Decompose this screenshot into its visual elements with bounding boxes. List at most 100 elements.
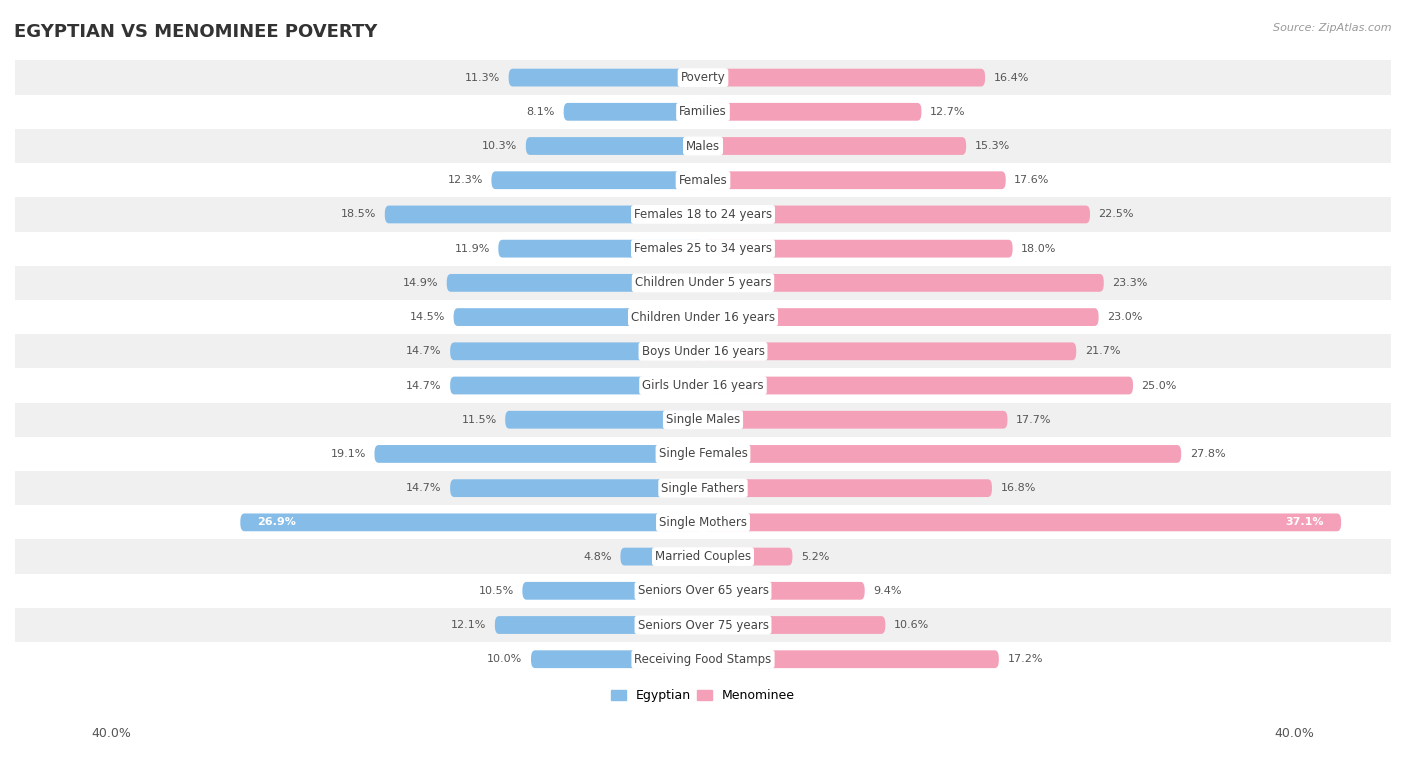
- FancyBboxPatch shape: [564, 103, 703, 121]
- Text: Females 18 to 24 years: Females 18 to 24 years: [634, 208, 772, 221]
- Bar: [15, 95, 1391, 129]
- Text: 17.7%: 17.7%: [1017, 415, 1052, 424]
- FancyBboxPatch shape: [492, 171, 703, 190]
- Bar: [15, 266, 1391, 300]
- Text: 14.9%: 14.9%: [402, 278, 439, 288]
- FancyBboxPatch shape: [509, 69, 703, 86]
- FancyBboxPatch shape: [374, 445, 703, 463]
- Text: Females 25 to 34 years: Females 25 to 34 years: [634, 242, 772, 255]
- FancyBboxPatch shape: [703, 582, 865, 600]
- Text: 37.1%: 37.1%: [1285, 518, 1324, 528]
- Text: 10.3%: 10.3%: [482, 141, 517, 151]
- FancyBboxPatch shape: [523, 582, 703, 600]
- FancyBboxPatch shape: [703, 377, 1133, 394]
- Text: 27.8%: 27.8%: [1189, 449, 1226, 459]
- Bar: [15, 540, 1391, 574]
- Bar: [15, 334, 1391, 368]
- Text: 14.5%: 14.5%: [409, 312, 446, 322]
- Text: 12.1%: 12.1%: [451, 620, 486, 630]
- Text: 9.4%: 9.4%: [873, 586, 901, 596]
- Text: 12.3%: 12.3%: [447, 175, 482, 185]
- Text: Girls Under 16 years: Girls Under 16 years: [643, 379, 763, 392]
- FancyBboxPatch shape: [240, 513, 703, 531]
- Text: 23.0%: 23.0%: [1107, 312, 1143, 322]
- Text: 14.7%: 14.7%: [406, 483, 441, 493]
- FancyBboxPatch shape: [703, 411, 1008, 428]
- FancyBboxPatch shape: [450, 377, 703, 394]
- FancyBboxPatch shape: [703, 205, 1090, 224]
- Text: 10.0%: 10.0%: [486, 654, 523, 664]
- FancyBboxPatch shape: [703, 171, 1005, 190]
- Text: 21.7%: 21.7%: [1085, 346, 1121, 356]
- Bar: [15, 402, 1391, 437]
- Text: 18.0%: 18.0%: [1021, 243, 1056, 254]
- Bar: [15, 368, 1391, 402]
- Text: 25.0%: 25.0%: [1142, 381, 1177, 390]
- Text: Children Under 16 years: Children Under 16 years: [631, 311, 775, 324]
- FancyBboxPatch shape: [498, 240, 703, 258]
- Text: 17.2%: 17.2%: [1008, 654, 1043, 664]
- FancyBboxPatch shape: [385, 205, 703, 224]
- Text: 26.9%: 26.9%: [257, 518, 297, 528]
- FancyBboxPatch shape: [703, 103, 921, 121]
- Bar: [15, 506, 1391, 540]
- Bar: [15, 129, 1391, 163]
- FancyBboxPatch shape: [703, 137, 966, 155]
- FancyBboxPatch shape: [703, 240, 1012, 258]
- Text: 11.9%: 11.9%: [454, 243, 489, 254]
- FancyBboxPatch shape: [703, 274, 1104, 292]
- FancyBboxPatch shape: [703, 650, 998, 668]
- Text: 19.1%: 19.1%: [330, 449, 366, 459]
- FancyBboxPatch shape: [620, 548, 703, 565]
- Text: Single Males: Single Males: [666, 413, 740, 426]
- FancyBboxPatch shape: [703, 445, 1181, 463]
- Text: 10.5%: 10.5%: [478, 586, 513, 596]
- Bar: [15, 197, 1391, 231]
- Text: 14.7%: 14.7%: [406, 381, 441, 390]
- Text: 15.3%: 15.3%: [974, 141, 1010, 151]
- Text: 11.5%: 11.5%: [461, 415, 496, 424]
- Bar: [15, 471, 1391, 506]
- Text: Seniors Over 75 years: Seniors Over 75 years: [637, 619, 769, 631]
- Text: Boys Under 16 years: Boys Under 16 years: [641, 345, 765, 358]
- Text: Married Couples: Married Couples: [655, 550, 751, 563]
- Text: 12.7%: 12.7%: [929, 107, 966, 117]
- Text: Families: Families: [679, 105, 727, 118]
- Text: Females: Females: [679, 174, 727, 186]
- Text: 8.1%: 8.1%: [527, 107, 555, 117]
- Text: 14.7%: 14.7%: [406, 346, 441, 356]
- Text: Receiving Food Stamps: Receiving Food Stamps: [634, 653, 772, 666]
- FancyBboxPatch shape: [703, 548, 793, 565]
- FancyBboxPatch shape: [531, 650, 703, 668]
- Text: 4.8%: 4.8%: [583, 552, 612, 562]
- FancyBboxPatch shape: [703, 616, 886, 634]
- Legend: Egyptian, Menominee: Egyptian, Menominee: [606, 684, 800, 707]
- FancyBboxPatch shape: [703, 479, 993, 497]
- FancyBboxPatch shape: [505, 411, 703, 428]
- Bar: [15, 437, 1391, 471]
- Bar: [15, 608, 1391, 642]
- Text: 22.5%: 22.5%: [1098, 209, 1135, 220]
- Text: 10.6%: 10.6%: [894, 620, 929, 630]
- Bar: [15, 642, 1391, 676]
- Text: Single Fathers: Single Fathers: [661, 481, 745, 495]
- Bar: [15, 300, 1391, 334]
- FancyBboxPatch shape: [447, 274, 703, 292]
- Text: 40.0%: 40.0%: [91, 727, 131, 741]
- Text: Males: Males: [686, 139, 720, 152]
- Text: Single Females: Single Females: [658, 447, 748, 460]
- Text: EGYPTIAN VS MENOMINEE POVERTY: EGYPTIAN VS MENOMINEE POVERTY: [14, 23, 377, 41]
- Bar: [15, 163, 1391, 197]
- FancyBboxPatch shape: [703, 309, 1098, 326]
- FancyBboxPatch shape: [450, 479, 703, 497]
- Text: Source: ZipAtlas.com: Source: ZipAtlas.com: [1274, 23, 1392, 33]
- Text: 5.2%: 5.2%: [801, 552, 830, 562]
- Bar: [15, 231, 1391, 266]
- Text: Single Mothers: Single Mothers: [659, 516, 747, 529]
- FancyBboxPatch shape: [703, 343, 1076, 360]
- Text: 16.4%: 16.4%: [994, 73, 1029, 83]
- Text: Children Under 5 years: Children Under 5 years: [634, 277, 772, 290]
- FancyBboxPatch shape: [526, 137, 703, 155]
- Text: Seniors Over 65 years: Seniors Over 65 years: [637, 584, 769, 597]
- FancyBboxPatch shape: [454, 309, 703, 326]
